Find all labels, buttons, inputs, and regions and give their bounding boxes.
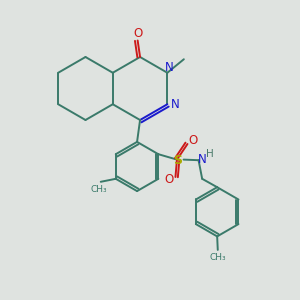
Text: N: N <box>198 153 206 166</box>
Text: O: O <box>164 173 173 187</box>
Text: S: S <box>173 154 182 167</box>
Text: N: N <box>164 61 173 74</box>
Text: CH₃: CH₃ <box>209 253 226 262</box>
Text: N: N <box>170 98 179 111</box>
Text: O: O <box>133 27 142 40</box>
Text: H: H <box>206 148 214 159</box>
Text: O: O <box>188 134 197 147</box>
Text: CH₃: CH₃ <box>91 185 108 194</box>
